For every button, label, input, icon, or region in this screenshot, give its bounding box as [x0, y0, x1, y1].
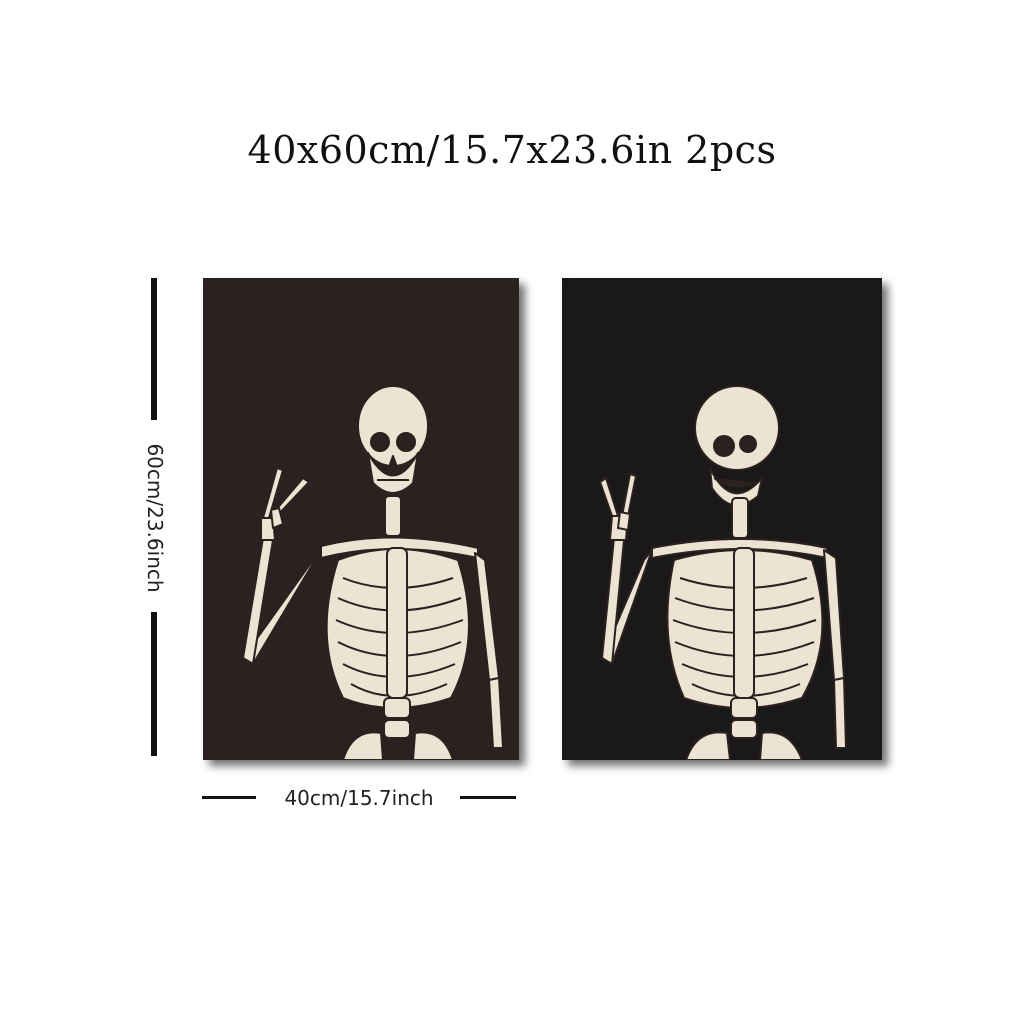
height-dimension-bar-top: [151, 278, 157, 420]
product-size-title: 40x60cm/15.7x23.6in 2pcs: [247, 128, 777, 172]
width-dimension-line-left: [202, 796, 256, 799]
width-dimension-label: 40cm/15.7inch: [284, 786, 434, 810]
height-dimension-bar-bottom: [151, 612, 157, 756]
peace-skeleton-illustration: [242, 385, 504, 760]
poster-right-rock-skeleton: [562, 278, 882, 760]
width-dimension-line-right: [460, 796, 516, 799]
rock-skeleton-illustration: [599, 385, 847, 760]
poster-left-peace-skeleton: [203, 278, 519, 760]
height-dimension-label: 60cm/23.6inch: [143, 443, 167, 593]
